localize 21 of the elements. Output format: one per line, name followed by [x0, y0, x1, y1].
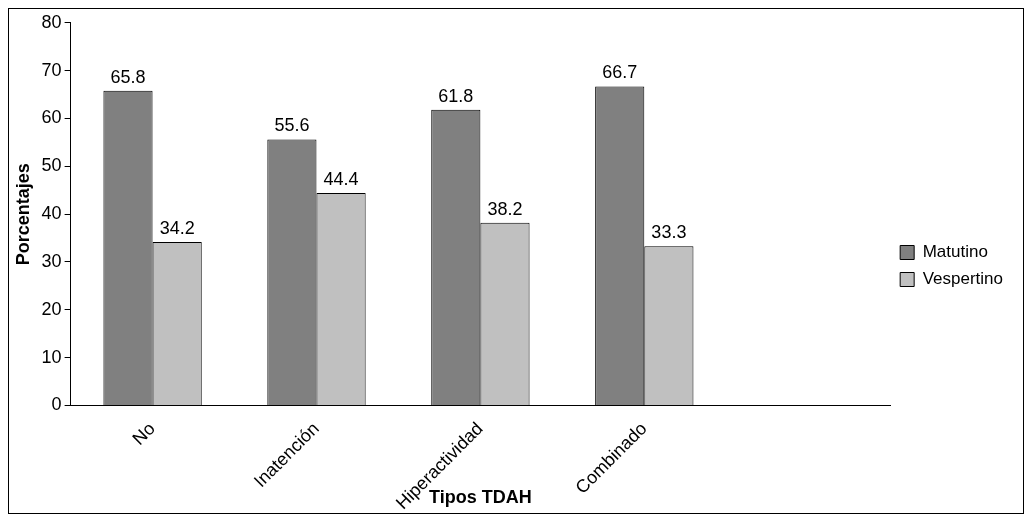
y-tick-label: 40: [41, 203, 62, 224]
y-tick-label: 10: [41, 346, 62, 367]
y-tick-label: 20: [41, 298, 62, 319]
y-tick-label: 70: [41, 59, 62, 80]
x-tick-label: No: [128, 418, 159, 449]
y-tick-label: 0: [51, 394, 62, 415]
y-tick-label: 30: [41, 250, 62, 271]
data-label: 55.6: [274, 115, 310, 136]
data-label: 33.3: [651, 222, 687, 243]
data-label: 44.4: [323, 169, 359, 190]
data-label: 38.2: [487, 198, 523, 219]
legend-label: Matutino: [922, 242, 988, 262]
y-tick-label: 60: [41, 107, 62, 128]
data-label: 66.7: [602, 62, 638, 83]
legend-label: Vespertino: [922, 269, 1004, 289]
y-tick-label: 80: [41, 11, 62, 32]
data-label: 61.8: [438, 85, 474, 106]
data-label: 34.2: [159, 217, 195, 238]
y-tick-label: 50: [41, 155, 62, 176]
y-axis-title: Porcentajes: [12, 163, 33, 266]
data-label: 65.8: [110, 66, 146, 87]
